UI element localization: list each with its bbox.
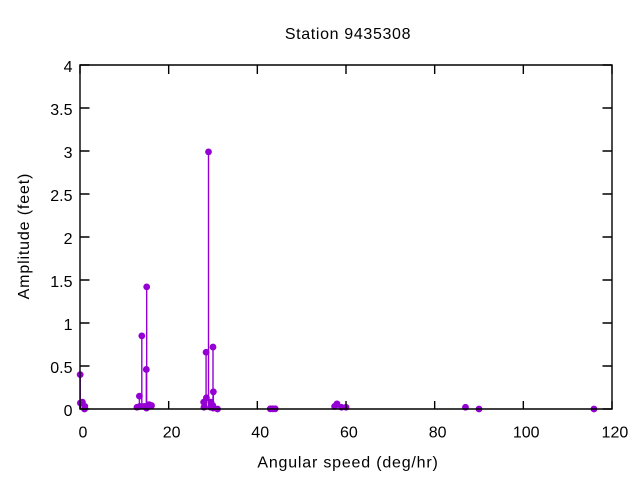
- svg-text:4: 4: [64, 59, 73, 76]
- svg-text:3.5: 3.5: [50, 102, 72, 119]
- svg-text:Amplitude (feet): Amplitude (feet): [16, 173, 33, 300]
- svg-text:Angular speed (deg/hr): Angular speed (deg/hr): [257, 454, 438, 471]
- svg-text:1: 1: [64, 317, 73, 334]
- svg-text:100: 100: [513, 425, 540, 442]
- svg-text:120: 120: [602, 425, 629, 442]
- svg-text:1.5: 1.5: [50, 274, 72, 291]
- svg-text:60: 60: [340, 425, 358, 442]
- svg-text:20: 20: [163, 425, 181, 442]
- svg-text:3: 3: [64, 145, 73, 162]
- svg-text:Station 9435308: Station 9435308: [285, 26, 411, 43]
- svg-text:0: 0: [64, 403, 73, 420]
- svg-text:80: 80: [429, 425, 447, 442]
- svg-text:40: 40: [251, 425, 269, 442]
- svg-text:2.5: 2.5: [50, 188, 72, 205]
- svg-text:0: 0: [78, 425, 87, 442]
- svg-text:2: 2: [64, 231, 73, 248]
- svg-text:0.5: 0.5: [50, 360, 72, 377]
